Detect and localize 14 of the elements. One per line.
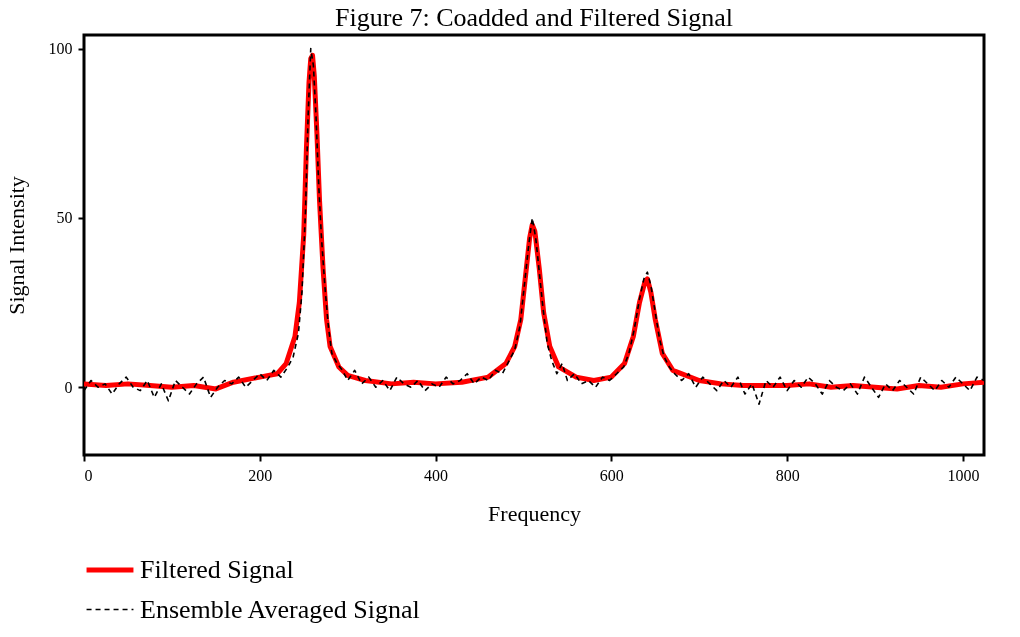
x-tick-label: 600 <box>599 466 624 484</box>
x-tick-label: 200 <box>248 466 273 484</box>
x-tick-label: 0 <box>84 466 93 484</box>
y-tick-label: 0 <box>64 378 73 396</box>
chart-title: Figure 7: Coadded and Filtered Signal <box>335 3 733 32</box>
y-tick-label: 50 <box>56 209 73 227</box>
x-tick-label: 800 <box>775 466 800 484</box>
x-tick-label: 1000 <box>947 466 980 484</box>
x-axis-title: Frequency <box>488 500 581 526</box>
legend-label: Filtered Signal <box>140 555 294 584</box>
legend-label: Ensemble Averaged Signal <box>140 594 420 624</box>
x-tick-label: 400 <box>424 466 449 484</box>
y-axis-title: Signal Intensity <box>3 176 29 315</box>
y-tick-label: 100 <box>48 40 73 58</box>
